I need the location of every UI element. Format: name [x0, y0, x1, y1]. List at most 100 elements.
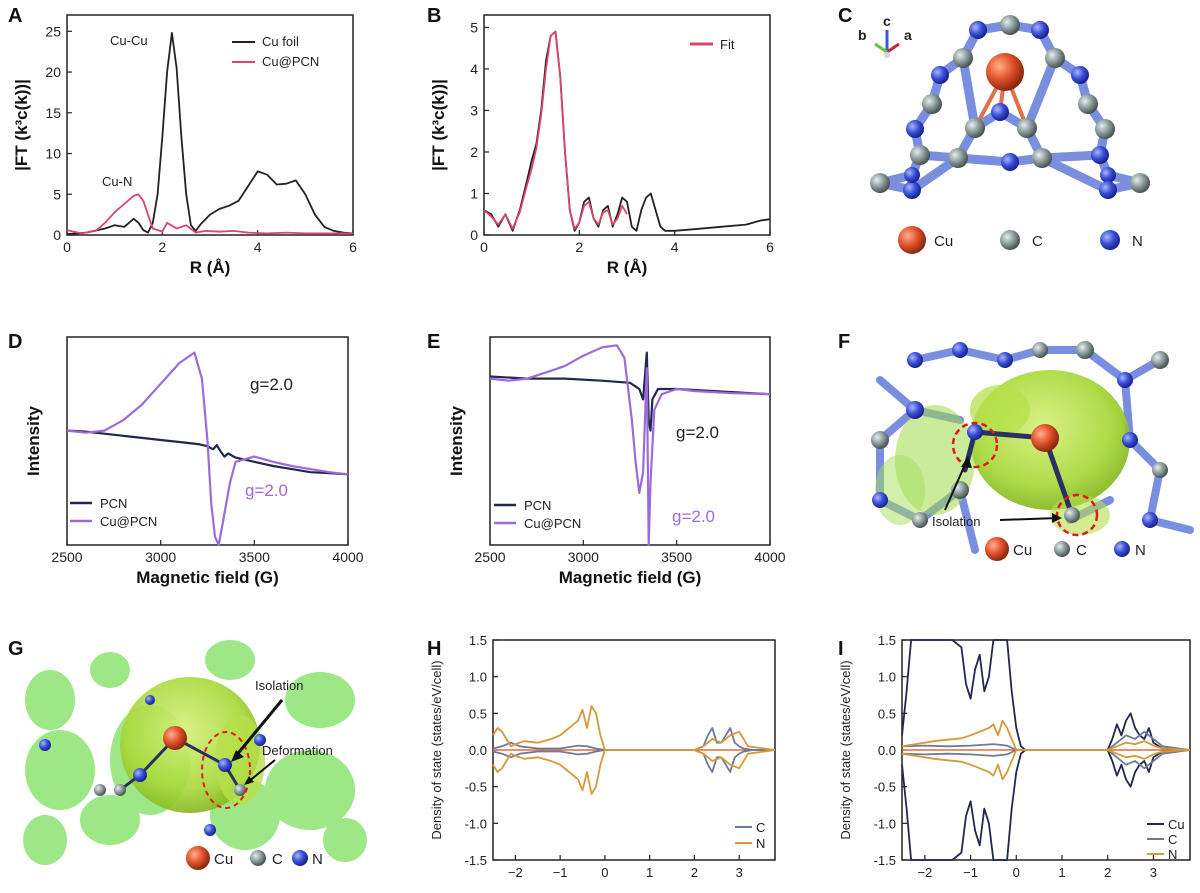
x-tick-label: 1	[646, 865, 653, 880]
structure-c-legend: Cu C N	[898, 226, 1143, 254]
structure-f-atoms	[871, 341, 1169, 528]
series-line-pcn	[66, 429, 349, 476]
x-tick-label: 4	[254, 239, 262, 255]
chart-e: 2500 3000 3500 4000 Magnetic field (G) Intens…	[447, 336, 786, 587]
axis-label-c: c	[883, 13, 891, 29]
deformation-ring	[201, 731, 251, 809]
x-tick-label: 6	[766, 239, 774, 255]
y-tick-label: 4	[470, 61, 478, 77]
annotation-isolation-g: Isolation	[255, 678, 303, 693]
annotation-cu-cu: Cu-Cu	[110, 33, 148, 48]
x-tick-label: 2	[158, 239, 166, 255]
series-line-n	[901, 719, 1191, 751]
legend-label-cu-g: Cu	[214, 851, 233, 868]
x-tick-label: 2	[1104, 865, 1111, 880]
series-line-pcn	[489, 351, 771, 432]
legend-label-n-i: N	[1168, 847, 1177, 862]
x-tick-label: 3500	[239, 549, 270, 565]
x-tick-label: 6	[349, 239, 357, 255]
y-tick-label: 15	[45, 105, 61, 121]
x-tick-label: −2	[917, 865, 932, 880]
y-tick-label: 2	[470, 144, 478, 160]
x-tick-label: 3000	[145, 549, 176, 565]
series-line-c-neg	[492, 749, 775, 773]
annotation-g-pcn-e: g=2.0	[676, 423, 719, 442]
y-tick-label: 1.5	[878, 633, 896, 648]
chart-b: 0 2 4 6 0 1 2 3 4 5 R (Å) |FT (k³c(k))|	[429, 14, 774, 277]
x-tick-label: 3500	[661, 549, 692, 565]
legend-label-cu-i: Cu	[1168, 817, 1185, 832]
legend-label-n-g: N	[312, 851, 323, 868]
y-axis-title: |FT (k³c(k))|	[429, 79, 448, 171]
series-line-data	[483, 30, 771, 232]
x-tick-label: 4000	[754, 549, 785, 565]
y-tick-label: 5	[53, 186, 61, 202]
deformation-arrowhead-g	[244, 776, 254, 785]
panel-letter-d: D	[8, 331, 22, 353]
x-axis-title: R (Å)	[607, 258, 648, 277]
y-tick-label: 0.5	[469, 706, 487, 721]
panel-letter-h: H	[427, 638, 441, 660]
isolation-arrowhead-2	[1052, 513, 1062, 523]
structure-g: Isolation Deformation Cu C N	[23, 640, 367, 870]
isolation-arrowhead-g	[231, 750, 244, 762]
y-tick-label: 0.5	[878, 706, 896, 721]
panel-letter-g: G	[8, 638, 24, 660]
isolation-arrow-2	[999, 517, 1059, 521]
x-axis-title: R (Å)	[190, 258, 231, 277]
y-tick-label: -1.5	[874, 853, 896, 868]
legend-label-cu-pcn-e: Cu@PCN	[524, 516, 581, 531]
series-line-cu-pcn	[66, 351, 349, 547]
x-tick-label: −2	[508, 865, 523, 880]
x-axis-title: Magnetic field (G)	[136, 568, 279, 587]
structure-g-atoms	[39, 695, 266, 836]
structure-g-legend: Cu C N	[186, 846, 323, 870]
y-tick-label: 1	[470, 185, 478, 201]
legend-label-c-f: C	[1076, 542, 1087, 559]
y-tick-label: 1.0	[469, 670, 487, 685]
legend-label-pcn-e: PCN	[524, 498, 551, 513]
isolation-ring-2	[1055, 493, 1099, 537]
x-tick-label: 2500	[474, 549, 505, 565]
y-tick-label: 0.0	[878, 743, 896, 758]
annotation-g-cu-d: g=2.0	[245, 481, 288, 500]
legend-label-c-c: C	[1032, 233, 1043, 250]
x-tick-label: 4	[671, 239, 679, 255]
y-tick-label: -1.0	[874, 816, 896, 831]
legend-label-cu-c: Cu	[934, 233, 953, 250]
structure-c-atoms	[870, 15, 1150, 199]
y-axis-title: Density of state (states/eV/cell)	[838, 660, 853, 839]
plot-frame-e	[489, 336, 771, 546]
x-tick-label: 1	[1058, 865, 1065, 880]
x-tick-label: 2	[575, 239, 583, 255]
y-axis-title: Intensity	[24, 406, 43, 476]
y-tick-label: 0.0	[469, 743, 487, 758]
annotation-g-cu-e: g=2.0	[672, 507, 715, 526]
legend-label-n-f: N	[1135, 542, 1146, 559]
plot-frame-d	[66, 336, 349, 546]
series-line-cu	[901, 639, 1191, 751]
x-tick-label: 2500	[51, 549, 82, 565]
series-line-n-neg	[492, 749, 776, 795]
panel-letter-a: A	[8, 5, 22, 27]
chart-h: −2 −1 0 1 2 3 -1.5 -1.0 -0.5 0.0 0.5 1.0 1.5 Density …	[429, 633, 776, 880]
x-tick-label: 0	[480, 239, 488, 255]
y-axis-title: Density of state (states/eV/cell)	[429, 660, 444, 839]
legend-label-cu-f: Cu	[1013, 542, 1032, 559]
y-tick-label: 10	[45, 146, 61, 162]
structure-f: Isolation Cu C N	[871, 336, 1194, 568]
legend-label-cu-foil: Cu foil	[262, 34, 299, 49]
annotation-cu-n: Cu-N	[102, 174, 132, 189]
isolation-arrow-1	[944, 459, 968, 511]
chart-d: 2500 3000 3500 4000 Magnetic field (G) Intens…	[24, 336, 364, 587]
x-tick-label: 3	[736, 865, 743, 880]
series-line-cu-pcn	[66, 193, 353, 235]
y-tick-label: -1.5	[465, 853, 487, 868]
panel-letter-c: C	[838, 5, 852, 27]
x-axis-title: Magnetic field (G)	[559, 568, 702, 587]
chart-a: 0 2 4 6 0 5 10 15 20 25 R (Å) |FT (k³c(k))|	[12, 14, 357, 277]
x-tick-label: 4000	[332, 549, 363, 565]
isolation-arrow-g	[233, 699, 284, 758]
y-tick-label: 3	[470, 102, 478, 118]
